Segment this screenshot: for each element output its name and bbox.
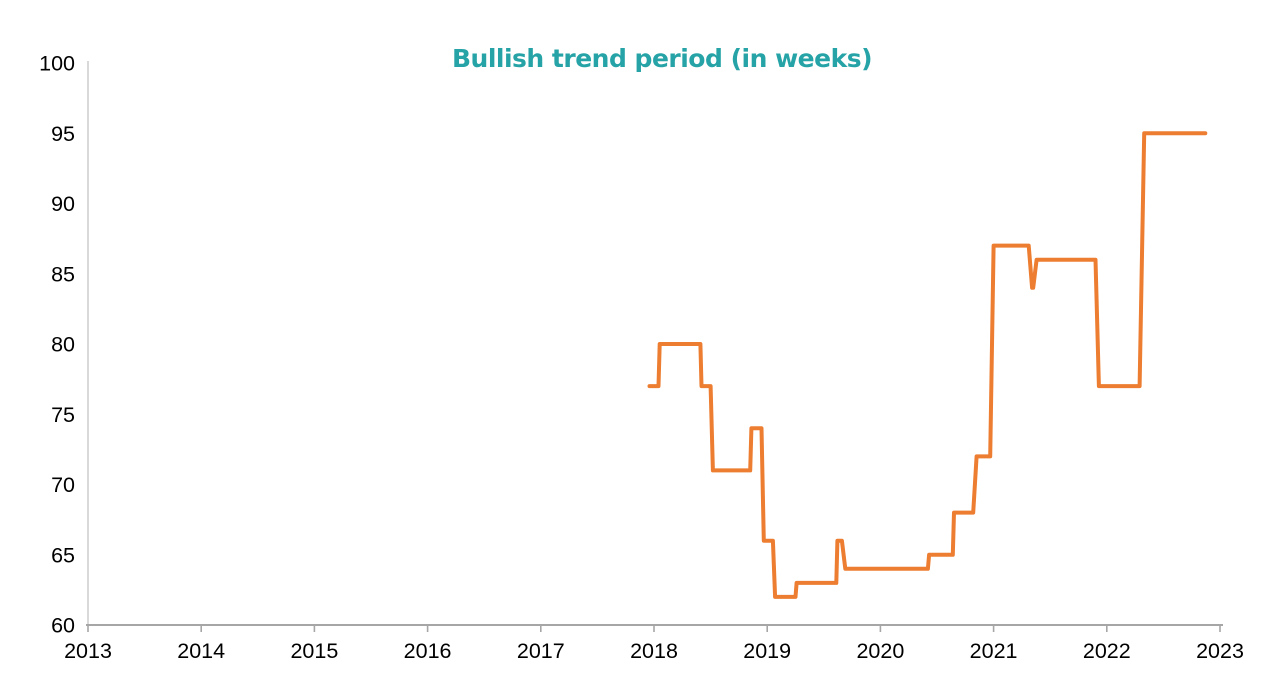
x-axis-label: 2022 xyxy=(1083,639,1131,663)
y-axis-label: 100 xyxy=(39,52,75,76)
y-axis-label: 65 xyxy=(51,543,75,567)
x-axis-label: 2019 xyxy=(743,639,791,663)
x-axis-label: 2020 xyxy=(856,639,904,663)
x-axis-label: 2018 xyxy=(630,639,678,663)
x-axis-label: 2016 xyxy=(404,639,452,663)
series-line xyxy=(647,131,1208,599)
x-axis-label: 2013 xyxy=(64,639,112,663)
chart-title: Bullish trend period (in weeks) xyxy=(452,44,872,73)
series-group xyxy=(647,131,1208,599)
y-axis-label: 70 xyxy=(51,473,75,497)
y-axis: 60 65 70 75 80 85 90 95 100 xyxy=(39,52,89,638)
y-axis-label: 85 xyxy=(51,262,75,286)
x-axis-label: 2021 xyxy=(970,639,1018,663)
x-axis-label: 2017 xyxy=(517,639,565,663)
x-axis: 2013 2014 2015 2016 2017 2018 2019 2020 2021 2022… xyxy=(64,624,1244,663)
y-axis-label: 90 xyxy=(51,192,75,216)
y-axis-label: 80 xyxy=(51,333,75,357)
y-axis-label: 75 xyxy=(51,403,75,427)
x-axis-label: 2014 xyxy=(177,639,225,663)
y-axis-label: 60 xyxy=(51,614,75,638)
x-axis-label: 2023 xyxy=(1196,639,1244,663)
x-axis-label: 2015 xyxy=(290,639,338,663)
y-axis-label: 95 xyxy=(51,122,75,146)
